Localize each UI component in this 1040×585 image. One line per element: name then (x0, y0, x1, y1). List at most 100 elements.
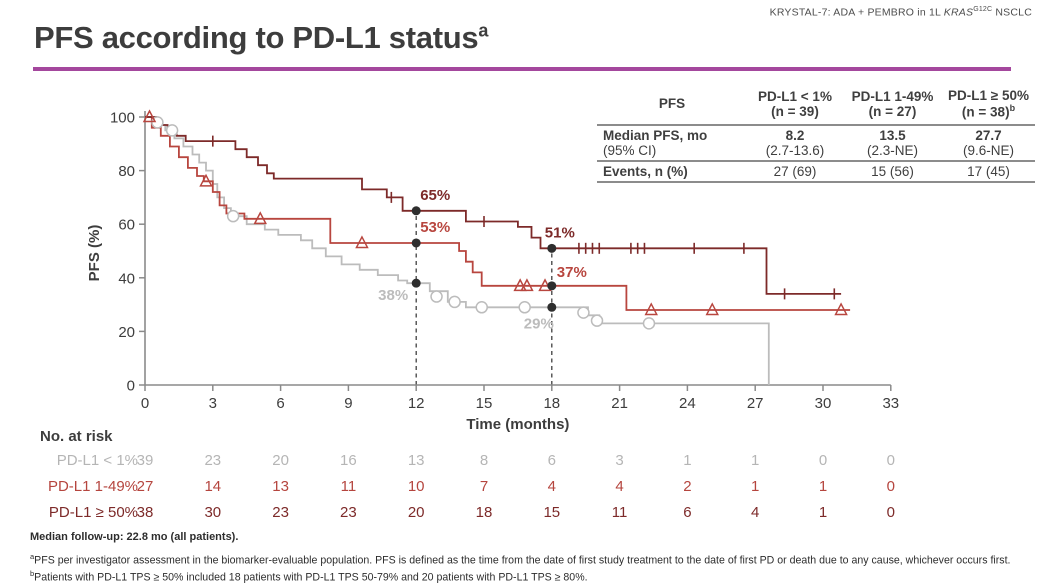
annotation-51pct: 51% (545, 224, 575, 241)
summary-header-row: PFS PD-L1 < 1% (n = 39) PD-L1 1-49% (n =… (597, 86, 1035, 126)
risk-count: 0 (886, 452, 895, 469)
trial-header-prefix: KRYSTAL-7: ADA + PEMBRO in 1L (769, 6, 944, 19)
median-followup-note: Median follow-up: 22.8 mo (all patients)… (30, 531, 239, 543)
risk-count: 0 (886, 504, 895, 521)
landmark-dot-18mo (547, 281, 557, 291)
footnote-a: PFS per investigator assessment in the b… (34, 554, 1011, 567)
page-title-footnote-marker: a (478, 20, 489, 41)
risk-count: 11 (611, 504, 628, 521)
summary-events-row: Events, n (%) 27 (69) 15 (56) 17 (45) (597, 160, 1035, 184)
censor-circle-pd-l1-lt-1 (448, 295, 461, 309)
summary-median-value: 13.5 (2.3-NE) (843, 124, 942, 162)
y-tick-label: 80 (118, 163, 135, 180)
summary-col-label: PD-L1 ≥ 50% (948, 88, 1029, 103)
censor-circle-pd-l1-lt-1 (165, 124, 179, 137)
landmark-dot-18mo (547, 243, 557, 253)
risk-count: 20 (272, 452, 289, 469)
km-chart: 0 20 40 60 80 100 0 3 6 9 12 15 18 21 24 27 30 33 PFS (%) T… (86, 109, 899, 433)
censor-circle-pd-l1-lt-1 (226, 209, 240, 223)
annotation-53pct: 53% (420, 219, 450, 236)
risk-count: 23 (340, 504, 357, 521)
risk-count: 8 (479, 452, 489, 469)
annotation-65pct: 65% (420, 187, 450, 204)
page-title-text: PFS according to PD-L1 status (34, 20, 479, 55)
risk-count: 1 (818, 478, 828, 495)
landmark-dot-12mo (411, 238, 421, 248)
censor-circle-pd-l1-lt-1 (430, 290, 443, 303)
risk-row-label: PD-L1 < 1% (56, 452, 138, 469)
risk-row-label: PD-L1 ≥ 50% (48, 504, 138, 521)
censor-triangle-pd-l1-1-49 (355, 235, 369, 249)
summary-events-value: 17 (45) (942, 160, 1035, 184)
risk-count: 4 (615, 478, 624, 495)
summary-col-n: (n = 38)b (961, 103, 1016, 120)
trial-header: KRYSTAL-7: ADA + PEMBRO in 1L KRASG12C N… (770, 6, 1032, 19)
summary-median-label: Median PFS, mo (95% CI) (597, 124, 747, 162)
y-axis-title: PFS (%) (86, 225, 103, 282)
risk-count: 13 (407, 452, 425, 469)
risk-count: 11 (340, 478, 357, 495)
censor-triangle-pd-l1-1-49 (253, 211, 267, 225)
censor-circle-pd-l1-lt-1 (577, 306, 590, 319)
risk-count: 10 (407, 478, 425, 495)
censor-circle-pd-l1-lt-1 (642, 317, 656, 330)
summary-col-header-lt1: PD-L1 < 1% (n = 39) (747, 86, 843, 126)
summary-col-n: (n = 39) (771, 103, 819, 119)
censor-circle-pd-l1-lt-1 (475, 301, 488, 314)
annotation-37pct: 37% (557, 264, 587, 281)
censor-triangle-pd-l1-1-49 (644, 302, 658, 316)
x-axis-title: Time (months) (466, 416, 569, 433)
risk-count: 16 (340, 452, 357, 469)
risk-count: 30 (204, 504, 222, 521)
risk-count: 38 (136, 504, 154, 521)
risk-count: 15 (543, 504, 561, 521)
x-tick-label: 6 (276, 395, 284, 412)
risk-count: 4 (751, 504, 760, 521)
x-tick-label: 24 (679, 395, 696, 412)
y-tick-label: 20 (118, 324, 135, 341)
trial-header-suffix: NSCLC (992, 6, 1032, 19)
censor-triangle-pd-l1-1-49 (142, 109, 157, 123)
risk-count: 14 (204, 478, 222, 495)
risk-count: 4 (547, 478, 556, 495)
risk-count: 23 (272, 504, 289, 521)
footnote-b: Patients with PD-L1 TPS ≥ 50% included 1… (34, 571, 588, 584)
landmark-dot-12mo (411, 278, 421, 288)
risk-count: 18 (475, 504, 493, 521)
censor-triangle-pd-l1-1-49 (513, 278, 527, 292)
censor-triangle-pd-l1-1-49 (520, 278, 534, 292)
summary-col-label: PD-L1 1-49% (851, 88, 934, 104)
pfs-summary-table: PFS PD-L1 < 1% (n = 39) PD-L1 1-49% (n =… (597, 86, 1035, 184)
risk-count: 20 (407, 504, 425, 521)
summary-median-value: 27.7 (9.6-NE) (942, 124, 1035, 162)
y-tick-label: 0 (127, 378, 135, 395)
censor-circle-pd-l1-lt-1 (518, 301, 531, 314)
censor-triangle-pd-l1-1-49 (834, 302, 848, 316)
summary-median-value: 8.2 (2.7-13.6) (747, 124, 843, 162)
km-curve-pd-l1-ge-50 (145, 116, 842, 295)
summary-col-label: PD-L1 < 1% (758, 88, 832, 104)
risk-count: 39 (136, 452, 154, 469)
x-tick-label: 15 (476, 395, 493, 412)
risk-count: 6 (683, 504, 692, 521)
x-tick-label: 33 (882, 395, 899, 412)
risk-count: 1 (683, 452, 692, 469)
x-tick-label: 12 (408, 395, 425, 412)
summary-median-row: Median PFS, mo (95% CI) 8.2 (2.7-13.6) 13… (597, 124, 1035, 162)
annotation-38pct: 38% (378, 287, 408, 304)
x-tick-label: 21 (611, 395, 628, 412)
y-tick-label: 60 (118, 217, 135, 234)
risk-row-label: PD-L1 1-49% (47, 478, 138, 495)
x-tick-label: 3 (209, 395, 217, 412)
landmark-dot-12mo (411, 206, 421, 216)
risk-table-title: No. at risk (40, 428, 113, 445)
title-underline (33, 67, 1011, 71)
x-tick-label: 30 (815, 395, 832, 412)
risk-count: 3 (615, 452, 624, 469)
censor-triangle-pd-l1-1-49 (705, 302, 719, 316)
x-tick-label: 27 (747, 395, 764, 412)
risk-count: 1 (751, 478, 760, 495)
y-tick-label: 100 (110, 110, 135, 127)
risk-count: 2 (683, 478, 692, 495)
